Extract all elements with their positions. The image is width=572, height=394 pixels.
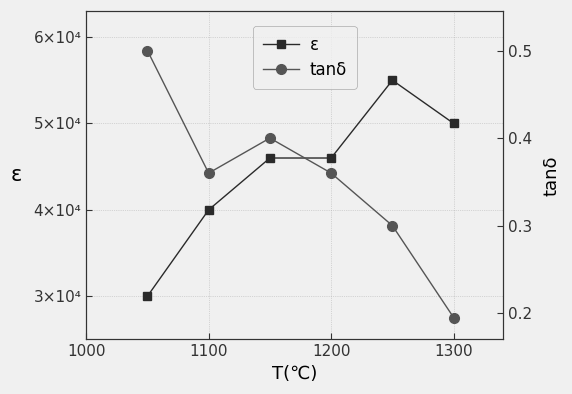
X-axis label: T(℃): T(℃): [272, 365, 317, 383]
tanδ: [450, 315, 457, 320]
ε: [328, 156, 335, 160]
Line: tanδ: tanδ: [142, 46, 459, 322]
Y-axis label: ε: ε: [11, 165, 22, 185]
ε: [267, 156, 273, 160]
Y-axis label: tanδ: tanδ: [543, 155, 561, 195]
tanδ: [267, 136, 273, 140]
ε: [450, 121, 457, 126]
tanδ: [205, 171, 212, 175]
ε: [389, 78, 396, 83]
Line: ε: ε: [143, 76, 458, 301]
ε: [205, 208, 212, 212]
tanδ: [328, 171, 335, 175]
Legend: ε, tanδ: ε, tanδ: [253, 26, 357, 89]
tanδ: [389, 223, 396, 228]
tanδ: [144, 48, 151, 53]
ε: [144, 294, 151, 299]
